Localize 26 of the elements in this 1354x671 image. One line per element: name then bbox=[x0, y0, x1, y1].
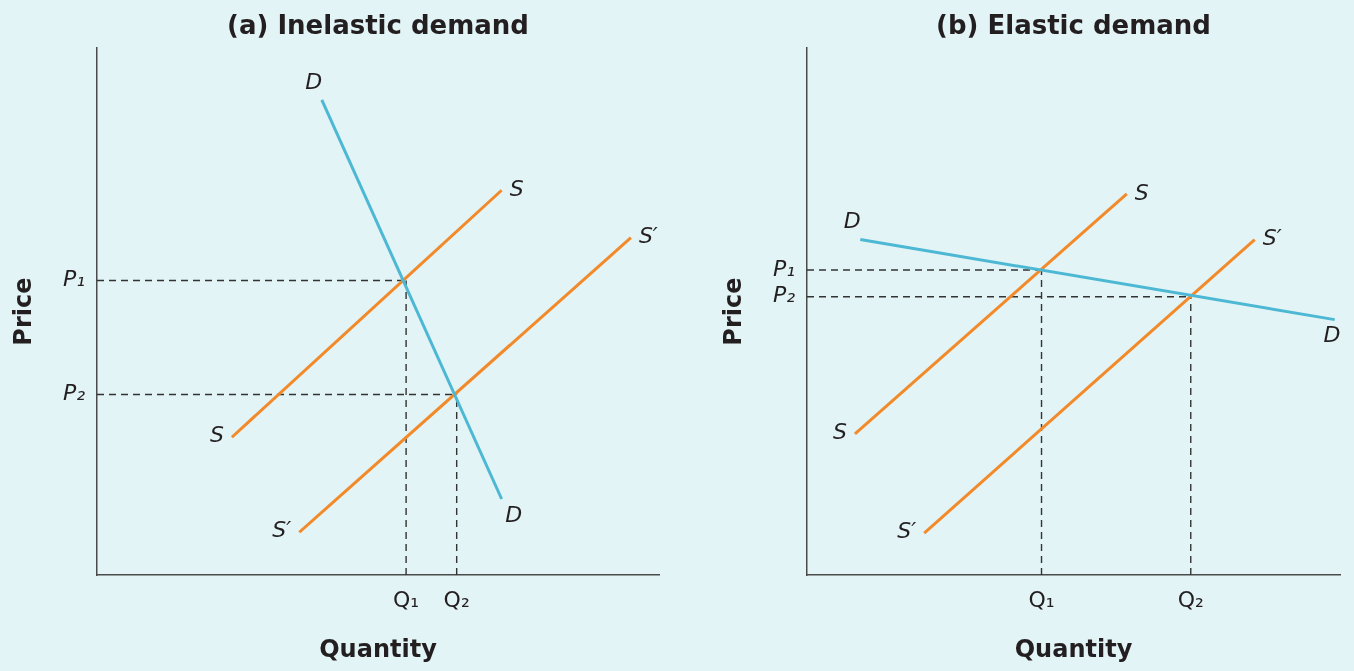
series-label: S′ bbox=[1262, 225, 1282, 251]
y-axis-title: Price bbox=[8, 277, 37, 346]
text: D bbox=[305, 68, 323, 94]
ref-line-label: P₂ bbox=[772, 282, 796, 308]
series-label: S bbox=[1134, 179, 1149, 205]
text: S bbox=[209, 421, 224, 447]
y-axis-title: Price bbox=[718, 277, 747, 346]
text: D bbox=[843, 208, 861, 234]
series-label: D bbox=[505, 501, 523, 527]
x-axis-title: Quantity bbox=[1014, 634, 1133, 663]
chart-title: (b) Elastic demand bbox=[936, 10, 1211, 41]
x-axis-title: Quantity bbox=[319, 634, 438, 663]
text: S bbox=[833, 418, 847, 444]
text: S′ bbox=[897, 517, 917, 543]
series-label: D bbox=[1323, 322, 1341, 348]
ref-line-label: P₂ bbox=[62, 380, 86, 406]
ref-line-label: P₁ bbox=[772, 255, 795, 281]
x-tick-label: Q₂ bbox=[443, 586, 470, 612]
x-tick-label: Q₁ bbox=[1028, 586, 1055, 612]
series-label: S bbox=[509, 175, 524, 201]
x-tick-label: Q₂ bbox=[1177, 586, 1204, 612]
series-label: S′ bbox=[638, 223, 658, 249]
text: S′ bbox=[272, 516, 292, 542]
ref-line-label: P₁ bbox=[62, 266, 85, 292]
chart-title: (a) Inelastic demand bbox=[227, 10, 529, 41]
x-tick-label: Q₁ bbox=[393, 586, 420, 612]
